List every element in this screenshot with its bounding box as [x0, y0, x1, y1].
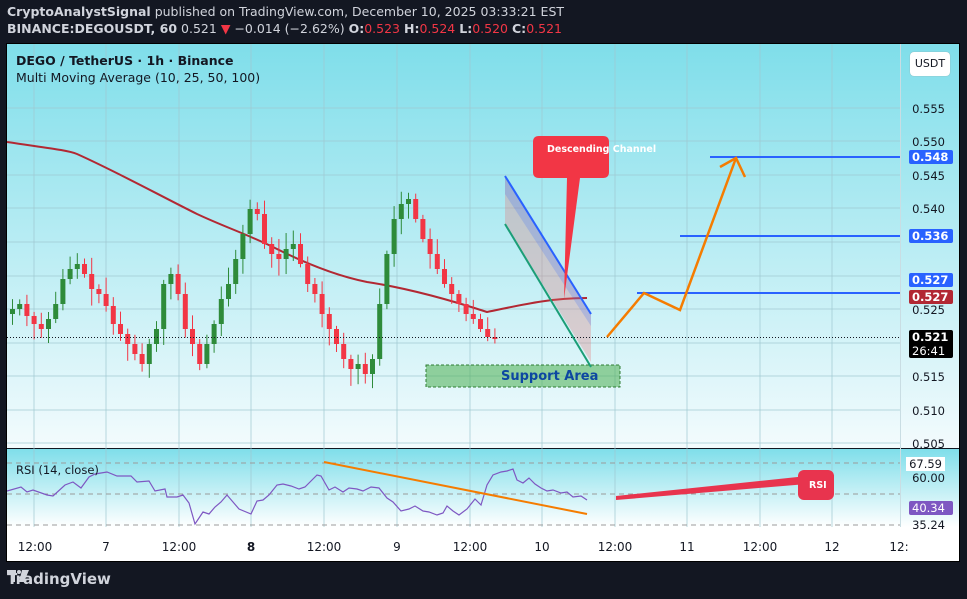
symbol-title[interactable]: DEGO / TetherUS · 1h · Binance: [16, 53, 234, 68]
rsi-axis-label: 60.00: [912, 471, 945, 485]
time-axis-label: 12:: [889, 540, 909, 554]
time-axis-label: 9: [393, 540, 401, 554]
time-axis-label: 11: [679, 540, 695, 554]
low-value: 0.520: [472, 21, 509, 36]
chart-canvas[interactable]: [7, 44, 960, 562]
high-value: 0.524: [419, 21, 456, 36]
rsi-axis-label: 35.24: [912, 518, 945, 532]
ma-price-tag: 0.527: [909, 290, 953, 304]
target-price-tag: 0.548: [909, 150, 953, 164]
support-area-label: Support Area: [501, 369, 599, 384]
symbol-line: BINANCE:DEGOUSDT, 60: [7, 21, 178, 36]
time-axis-label: 12: [824, 540, 840, 554]
rsi-legend[interactable]: RSI (14, close): [16, 463, 99, 477]
time-axis-label: 10: [534, 540, 550, 554]
chart-frame[interactable]: DEGO / TetherUS · 1h · Binance Multi Mov…: [6, 43, 960, 562]
published-text: published on TradingView.com, December 1…: [154, 4, 565, 19]
time-axis-label: 12:00: [597, 540, 633, 554]
open-value: 0.523: [364, 21, 401, 36]
price-axis-label: 0.545: [912, 169, 945, 183]
price-change: −0.014 (−2.62%): [234, 21, 345, 36]
target-price-tag: 0.536: [909, 229, 953, 243]
price-axis-label: 0.510: [912, 404, 945, 418]
time-axis-label: 12:00: [306, 540, 342, 554]
last-price: 0.521: [181, 21, 217, 36]
price-axis-label: 0.555: [912, 102, 945, 116]
price-axis-label: 0.550: [912, 135, 945, 149]
tradingview-logo-icon: [7, 570, 29, 582]
price-axis-label: 0.515: [912, 370, 945, 384]
brand-name: TradingView: [7, 570, 111, 588]
publish-header: CryptoAnalystSignal published on Trading…: [7, 3, 564, 37]
time-axis-label: 12:00: [452, 540, 488, 554]
price-axis-label: 0.505: [912, 437, 945, 451]
countdown-tag: 26:41: [909, 344, 953, 358]
rsi-axis-label: 67.59: [906, 457, 945, 471]
time-axis-label: 12:00: [161, 540, 197, 554]
time-axis-label: 8: [246, 540, 256, 554]
rsi-callout: RSI: [809, 480, 827, 491]
time-axis-label: 7: [102, 540, 110, 554]
low-label: L:: [459, 21, 473, 36]
indicator-legend[interactable]: Multi Moving Average (10, 25, 50, 100): [16, 70, 261, 85]
close-label: C:: [512, 21, 527, 36]
time-axis-label: 12:00: [742, 540, 778, 554]
close-value: 0.521: [526, 21, 562, 36]
descending-channel-callout: Descending Channel: [547, 144, 657, 155]
tradingview-logo[interactable]: TradingView: [7, 570, 111, 588]
target-price-tag: 0.527: [909, 273, 953, 287]
last-price-tag: 0.521: [909, 330, 953, 344]
price-axis-label: 0.525: [912, 303, 945, 317]
price-axis-label: 0.540: [912, 202, 945, 216]
time-axis-label: 12:00: [17, 540, 53, 554]
rsi-value-tag: 40.34: [909, 501, 953, 515]
currency-button[interactable]: USDT: [910, 52, 950, 76]
publisher-name[interactable]: CryptoAnalystSignal: [7, 4, 151, 19]
open-label: O:: [348, 21, 365, 36]
high-label: H:: [404, 21, 420, 36]
down-arrow-icon: ▼: [220, 21, 231, 36]
